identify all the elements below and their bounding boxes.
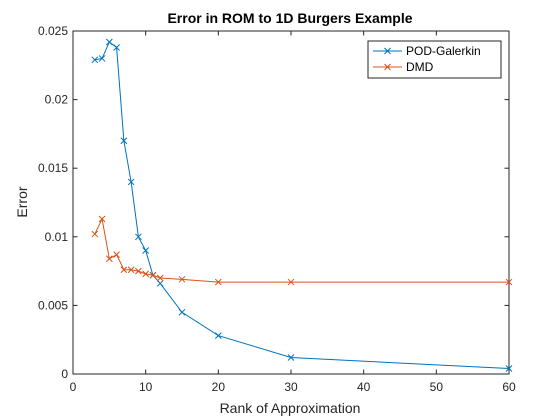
legend-label: POD-Galerkin bbox=[406, 44, 481, 58]
data-point-pod-galerkin bbox=[142, 247, 150, 254]
data-point-pod-galerkin bbox=[505, 365, 513, 372]
legend-marker bbox=[384, 47, 391, 55]
chart-title: Error in ROM to 1D Burgers Example bbox=[167, 10, 412, 26]
axes-box bbox=[72, 30, 510, 375]
data-point-pod-galerkin bbox=[113, 44, 120, 51]
data-point-pod-galerkin bbox=[135, 233, 142, 241]
data-point-pod-galerkin bbox=[287, 354, 295, 361]
x-tick-label: 10 bbox=[139, 380, 153, 394]
x-tick-label: 40 bbox=[357, 380, 371, 394]
y-tick-label: 0.01 bbox=[45, 230, 69, 244]
data-point-dmd bbox=[142, 270, 150, 278]
data-point-dmd bbox=[214, 278, 222, 286]
x-tick-label: 0 bbox=[70, 380, 77, 394]
x-tick-label: 20 bbox=[212, 380, 226, 394]
data-point-pod-galerkin bbox=[156, 280, 164, 287]
data-point-dmd bbox=[113, 251, 120, 258]
data-point-dmd bbox=[287, 278, 295, 286]
legend-entry-dmd: DMD bbox=[373, 60, 434, 74]
x-tick-label: 30 bbox=[284, 380, 298, 394]
data-point-dmd bbox=[135, 267, 142, 275]
data-point-pod-galerkin bbox=[127, 178, 135, 186]
legend-label: DMD bbox=[406, 60, 434, 74]
data-point-dmd bbox=[91, 230, 99, 238]
y-axis-label: Error bbox=[14, 186, 30, 217]
data-point-pod-galerkin bbox=[214, 332, 222, 339]
data-point-dmd bbox=[98, 215, 106, 223]
x-axis-label: Rank of Approximation bbox=[220, 400, 361, 416]
data-point-dmd bbox=[127, 266, 135, 274]
x-tick-label: 60 bbox=[502, 380, 516, 394]
data-point-pod-galerkin bbox=[105, 38, 113, 46]
data-point-dmd bbox=[120, 266, 128, 274]
data-point-pod-galerkin bbox=[98, 55, 106, 62]
data-point-pod-galerkin bbox=[91, 56, 99, 64]
plot-area: 0 10 20 30 40 50 60 0 0.005 0.01 0.015 0.02 0.025 bbox=[38, 24, 516, 394]
data-point-pod-galerkin bbox=[120, 137, 128, 145]
data-point-dmd bbox=[156, 274, 164, 282]
legend: POD-Galerkin DMD bbox=[367, 40, 502, 79]
data-point-dmd bbox=[149, 271, 157, 279]
data-point-dmd bbox=[105, 255, 113, 263]
y-tick-label: 0.025 bbox=[38, 24, 68, 38]
data-point-dmd bbox=[505, 278, 513, 286]
legend-box bbox=[367, 40, 502, 79]
x-tick-label: 50 bbox=[430, 380, 444, 394]
data-point-dmd bbox=[178, 275, 186, 283]
y-tick-label: 0.015 bbox=[38, 161, 68, 175]
y-tick-label: 0.005 bbox=[38, 298, 68, 312]
y-tick-label: 0 bbox=[61, 367, 68, 381]
data-point-pod-galerkin bbox=[178, 308, 186, 316]
legend-entry-pod-galerkin: POD-Galerkin bbox=[373, 44, 481, 58]
legend-marker bbox=[384, 63, 391, 71]
y-tick-label: 0.02 bbox=[45, 93, 69, 107]
